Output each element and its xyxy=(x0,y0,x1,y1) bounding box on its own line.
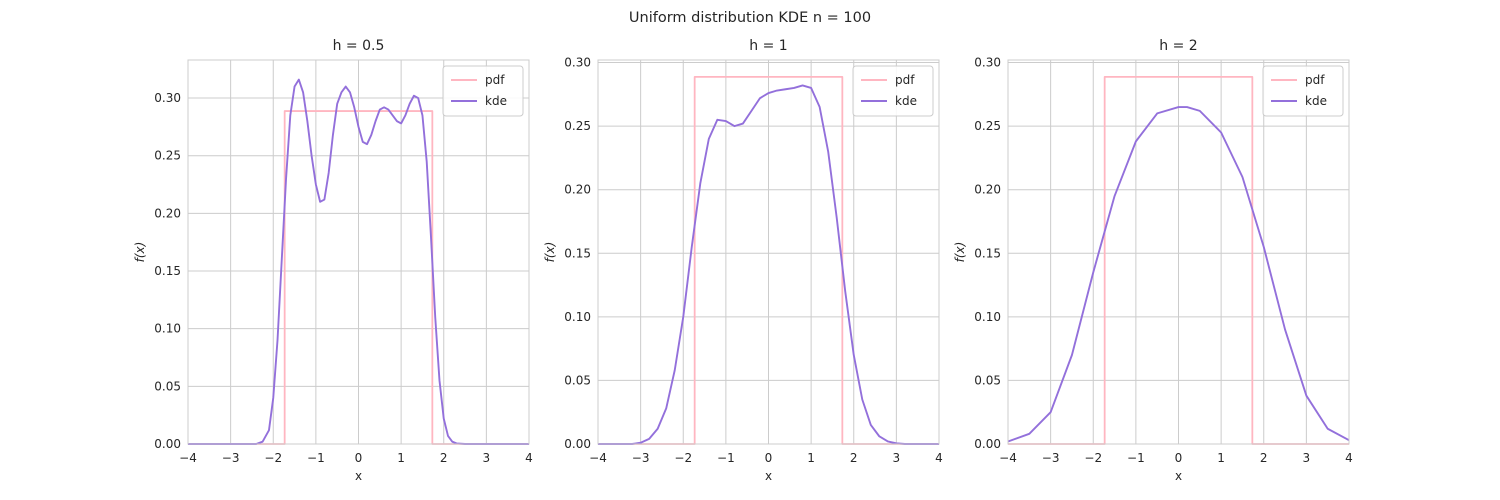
x-tick-label: 3 xyxy=(483,451,491,465)
chart-panel-3: −4 −3 −2 −1 0 1 2 3 4 0.00 0.05 0.10 0.15 0.20 0.25 0.3… xyxy=(953,38,1353,483)
kde-line xyxy=(1007,106,1350,443)
y-tick-label: 0.20 xyxy=(564,183,591,197)
x-tick-label: −3 xyxy=(222,451,240,465)
y-tick-label: 0.20 xyxy=(974,183,1001,197)
y-tick-label: 0.15 xyxy=(974,246,1001,260)
y-tick-label: 0.15 xyxy=(154,264,181,278)
legend-label-pdf: pdf xyxy=(895,73,915,87)
x-tick-label: −3 xyxy=(632,451,650,465)
kde-line xyxy=(598,84,939,445)
y-tick-label: 0.25 xyxy=(154,149,181,163)
x-tick-label: 1 xyxy=(807,451,815,465)
y-tick-label: 0.30 xyxy=(154,91,181,105)
x-tick-label: 0 xyxy=(765,451,773,465)
subplot-title: h = 0.5 xyxy=(333,38,385,54)
legend-label-kde: kde xyxy=(485,94,507,108)
x-tick-label: 1 xyxy=(1217,451,1225,465)
x-tick-label: 2 xyxy=(850,451,858,465)
subplot-title: h = 2 xyxy=(1159,38,1197,54)
x-tick-label: 1 xyxy=(397,451,405,465)
x-tick-label: −2 xyxy=(1084,451,1102,465)
legend: pdf kde xyxy=(852,65,934,117)
x-tick-label: −4 xyxy=(999,451,1017,465)
x-axis-label: x xyxy=(1175,469,1182,483)
y-axis-label: f(x) xyxy=(953,242,967,263)
x-tick-label: 4 xyxy=(1345,451,1353,465)
x-tick-label: −4 xyxy=(589,451,607,465)
x-tick-label: 4 xyxy=(525,451,533,465)
legend-label-kde: kde xyxy=(1305,94,1327,108)
x-tick-label: 4 xyxy=(935,451,943,465)
y-tick-label: 0.05 xyxy=(564,373,591,387)
legend-box xyxy=(442,65,524,117)
y-tick-label: 0.05 xyxy=(154,379,181,393)
x-tick-label: −1 xyxy=(307,451,325,465)
x-tick-label: −1 xyxy=(1127,451,1145,465)
y-tick-label: 0.00 xyxy=(974,437,1001,451)
y-tick-label: 0.15 xyxy=(564,246,591,260)
chart-panel-2: −4 −3 −2 −1 0 1 2 3 4 0.00 0.05 0.10 0.15 0.20 0.25 0.3… xyxy=(543,38,943,483)
x-tick-label: 0 xyxy=(1175,451,1183,465)
y-tick-label: 0.20 xyxy=(154,206,181,220)
legend-label-pdf: pdf xyxy=(485,73,505,87)
y-axis-label: f(x) xyxy=(543,242,557,263)
x-tick-label: −1 xyxy=(717,451,735,465)
subplot-title: h = 1 xyxy=(749,38,787,54)
legend-box xyxy=(1262,65,1344,117)
y-tick-label: 0.10 xyxy=(974,310,1001,324)
legend: pdf kde xyxy=(1262,65,1344,117)
x-tick-label: 2 xyxy=(1260,451,1268,465)
y-tick-label: 0.05 xyxy=(974,373,1001,387)
x-tick-label: 2 xyxy=(440,451,448,465)
chart-panel-1: −4 −3 −2 −1 0 1 2 3 4 0.00 0.05 0.10 0.15 0.20 0.25 0.3… xyxy=(133,38,533,483)
x-tick-label: −3 xyxy=(1042,451,1060,465)
figure-title: Uniform distribution KDE n = 100 xyxy=(629,10,871,26)
y-tick-label: 0.10 xyxy=(154,322,181,336)
x-tick-label: 3 xyxy=(893,451,901,465)
y-tick-label: 0.10 xyxy=(564,310,591,324)
axes-frame xyxy=(187,59,530,445)
x-tick-label: −2 xyxy=(264,451,282,465)
kde-line xyxy=(188,78,529,445)
x-tick-label: 0 xyxy=(355,451,363,465)
y-tick-label: 0.00 xyxy=(564,437,591,451)
legend-box xyxy=(852,65,934,117)
y-tick-label: 0.25 xyxy=(974,119,1001,133)
y-tick-label: 0.30 xyxy=(564,56,591,70)
x-tick-label: −4 xyxy=(179,451,197,465)
axes-frame xyxy=(1007,59,1350,445)
legend: pdf kde xyxy=(442,65,524,117)
x-axis-label: x xyxy=(765,469,772,483)
x-axis-label: x xyxy=(355,469,362,483)
x-tick-label: 3 xyxy=(1303,451,1311,465)
axes-frame xyxy=(597,59,940,445)
y-tick-label: 0.25 xyxy=(564,119,591,133)
x-tick-label: −2 xyxy=(674,451,692,465)
y-tick-label: 0.30 xyxy=(974,56,1001,70)
legend-label-pdf: pdf xyxy=(1305,73,1325,87)
legend-label-kde: kde xyxy=(895,94,917,108)
y-tick-label: 0.00 xyxy=(154,437,181,451)
y-axis-label: f(x) xyxy=(133,242,147,263)
